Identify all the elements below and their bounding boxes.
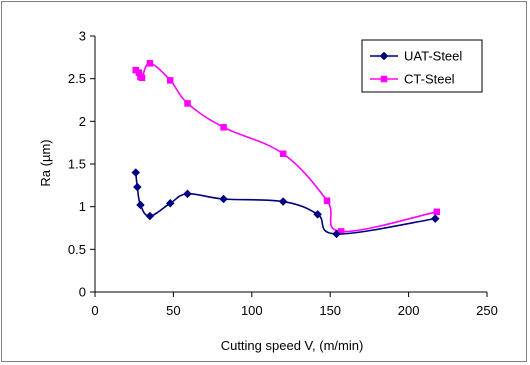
y-tick-label: 2: [79, 114, 86, 129]
data-point-ct-steel: [279, 150, 287, 158]
axes: 0 0.5 1 1.5 2 2.5 3 0 50 100 150 200 250: [68, 29, 498, 319]
legend-label-uat-steel: UAT-Steel: [404, 49, 462, 64]
data-point-uat-steel: [165, 198, 175, 208]
data-point-ct-steel: [337, 228, 345, 235]
y-tick-label: 2.5: [68, 71, 86, 86]
series-ct-steel: [132, 60, 441, 235]
data-point-ct-steel: [220, 124, 227, 131]
x-tick-label: 100: [241, 303, 263, 318]
data-point-ct-steel: [184, 100, 191, 107]
data-point-uat-steel: [136, 200, 145, 210]
x-axis-title: Cutting speed V, (m/min): [221, 338, 364, 353]
series-uat-steel: [131, 168, 440, 239]
series-layer: [131, 60, 441, 239]
legend-label-ct-steel: CT-Steel: [404, 72, 455, 87]
data-point-uat-steel: [132, 182, 142, 192]
legend-box: [361, 39, 483, 93]
legend: UAT-Steel CT-Steel: [361, 39, 483, 93]
data-point-uat-steel: [145, 211, 155, 221]
data-point-uat-steel: [183, 189, 192, 199]
y-tick-label: 3: [79, 29, 86, 44]
data-point-uat-steel: [219, 194, 228, 204]
legend-marker-ct-steel: [380, 75, 388, 83]
y-tick-label: 1.5: [68, 157, 86, 172]
data-point-ct-steel: [167, 77, 174, 84]
data-point-ct-steel: [135, 69, 143, 76]
y-axis-title: Ra (µm): [38, 139, 53, 186]
x-tick-label: 50: [166, 303, 180, 318]
data-point-uat-steel: [278, 197, 288, 206]
x-tick-label: 150: [319, 303, 341, 318]
data-point-uat-steel: [313, 209, 323, 219]
y-tick-label: 0.5: [68, 242, 86, 257]
data-point-ct-steel: [146, 60, 154, 67]
y-tick-label: 1: [79, 199, 86, 214]
data-point-uat-steel: [430, 214, 440, 223]
legend-marker-uat-steel: [379, 51, 389, 61]
data-point-uat-steel: [131, 168, 141, 177]
x-tick-label: 250: [476, 303, 498, 318]
data-point-ct-steel: [323, 197, 331, 204]
x-tick-label: 0: [91, 303, 98, 318]
data-point-ct-steel: [433, 208, 441, 216]
data-point-ct-steel: [138, 74, 146, 82]
y-tick-label: 0: [79, 285, 86, 300]
x-tick-label: 200: [398, 303, 420, 318]
data-point-uat-steel: [332, 229, 341, 239]
